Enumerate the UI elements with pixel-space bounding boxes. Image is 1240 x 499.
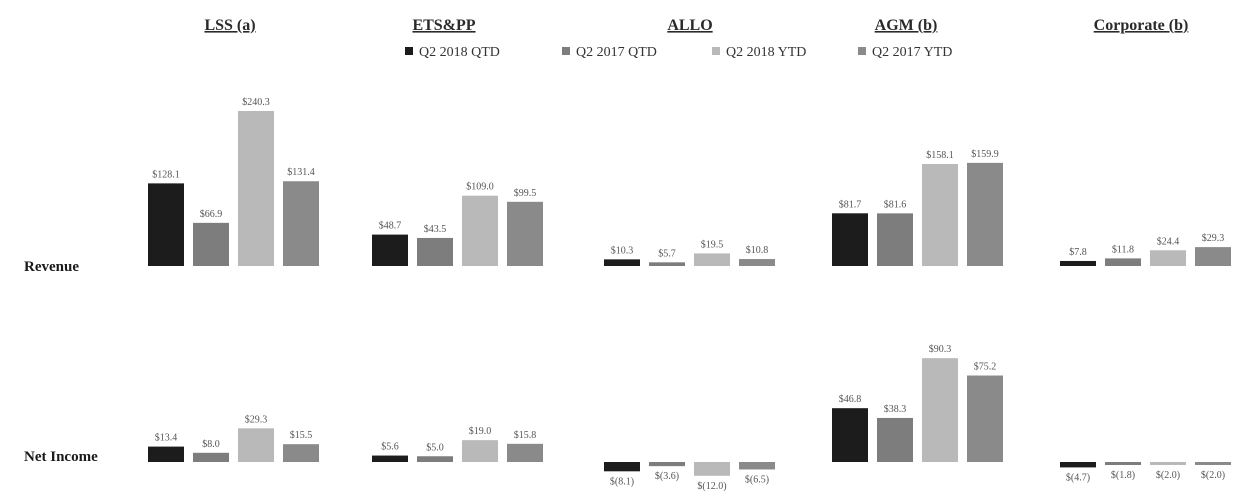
legend-label-2: Q2 2017 QTD bbox=[576, 45, 657, 60]
bar-net-income-lss-a-3 bbox=[238, 428, 274, 462]
bar-net-income-corporate-b-3 bbox=[1150, 462, 1186, 465]
segment-title-corporate-b: Corporate (b) bbox=[1094, 17, 1189, 34]
bar-net-income-agm-b-1 bbox=[832, 408, 868, 462]
data-label-revenue-allo-2: $5.7 bbox=[658, 248, 676, 259]
legend-swatch-1 bbox=[405, 47, 413, 55]
bar-revenue-agm-b-2 bbox=[877, 213, 913, 266]
bar-revenue-allo-1 bbox=[604, 259, 640, 266]
data-label-revenue-ets-pp-4: $99.5 bbox=[514, 188, 537, 199]
data-label-revenue-agm-b-2: $81.6 bbox=[884, 199, 907, 210]
data-label-net-income-ets-pp-2: $5.0 bbox=[426, 442, 444, 453]
bar-revenue-ets-pp-1 bbox=[372, 234, 408, 266]
bar-net-income-allo-1 bbox=[604, 462, 640, 472]
data-label-net-income-ets-pp-3: $19.0 bbox=[469, 426, 492, 437]
data-label-net-income-allo-1: $(8.1) bbox=[610, 476, 634, 487]
data-label-revenue-allo-1: $10.3 bbox=[611, 245, 634, 256]
segment-title-allo: ALLO bbox=[667, 17, 712, 34]
bar-net-income-agm-b-2 bbox=[877, 417, 913, 462]
data-label-net-income-corporate-b-1: $(4.7) bbox=[1066, 472, 1090, 483]
bar-net-income-ets-pp-1 bbox=[372, 455, 408, 462]
data-label-revenue-ets-pp-2: $43.5 bbox=[424, 224, 447, 235]
data-label-net-income-ets-pp-1: $5.6 bbox=[381, 442, 399, 453]
data-label-revenue-agm-b-4: $159.9 bbox=[971, 149, 999, 160]
bar-net-income-corporate-b-1 bbox=[1060, 462, 1096, 468]
data-label-revenue-corporate-b-3: $24.4 bbox=[1157, 236, 1180, 247]
bar-revenue-lss-a-4 bbox=[283, 181, 319, 266]
data-label-net-income-lss-a-3: $29.3 bbox=[245, 414, 268, 425]
data-label-revenue-ets-pp-1: $48.7 bbox=[379, 221, 402, 232]
data-label-revenue-corporate-b-2: $11.8 bbox=[1112, 244, 1134, 255]
data-label-net-income-lss-a-2: $8.0 bbox=[202, 439, 220, 450]
data-label-net-income-allo-2: $(3.6) bbox=[655, 471, 679, 482]
data-label-net-income-lss-a-4: $15.5 bbox=[290, 430, 313, 441]
data-label-net-income-ets-pp-4: $15.8 bbox=[514, 430, 537, 441]
bar-revenue-ets-pp-3 bbox=[462, 195, 498, 266]
bar-revenue-lss-a-2 bbox=[193, 222, 229, 266]
segment-title-agm-b: AGM (b) bbox=[875, 17, 938, 34]
legend-swatch-4 bbox=[858, 47, 866, 55]
bar-revenue-ets-pp-4 bbox=[507, 201, 543, 266]
data-label-revenue-lss-a-4: $131.4 bbox=[287, 167, 315, 178]
bar-net-income-lss-a-2 bbox=[193, 452, 229, 462]
data-label-net-income-agm-b-2: $38.3 bbox=[884, 404, 907, 415]
data-label-revenue-agm-b-1: $81.7 bbox=[839, 199, 862, 210]
bar-revenue-agm-b-3 bbox=[922, 164, 958, 266]
data-label-revenue-lss-a-2: $66.9 bbox=[200, 209, 223, 220]
segment-title-lss-a: LSS (a) bbox=[204, 17, 255, 34]
legend-swatch-3 bbox=[712, 47, 720, 55]
data-label-revenue-lss-a-1: $128.1 bbox=[152, 169, 180, 180]
data-label-net-income-corporate-b-4: $(2.0) bbox=[1201, 470, 1225, 481]
bar-net-income-ets-pp-4 bbox=[507, 443, 543, 462]
data-label-net-income-corporate-b-2: $(1.8) bbox=[1111, 470, 1135, 481]
bar-revenue-lss-a-1 bbox=[148, 183, 184, 266]
bar-revenue-agm-b-1 bbox=[832, 213, 868, 266]
bar-revenue-corporate-b-3 bbox=[1150, 250, 1186, 266]
bar-net-income-ets-pp-2 bbox=[417, 456, 453, 462]
data-label-revenue-agm-b-3: $158.1 bbox=[926, 150, 954, 161]
bar-net-income-corporate-b-4 bbox=[1195, 462, 1231, 465]
bar-revenue-corporate-b-1 bbox=[1060, 260, 1096, 266]
data-label-net-income-agm-b-3: $90.3 bbox=[929, 344, 952, 355]
data-label-revenue-allo-3: $19.5 bbox=[701, 239, 724, 250]
bar-net-income-allo-4 bbox=[739, 462, 775, 470]
bar-net-income-lss-a-4 bbox=[283, 444, 319, 462]
bar-revenue-ets-pp-2 bbox=[417, 237, 453, 266]
segment-title-ets-pp: ETS&PP bbox=[412, 17, 475, 34]
row-label-revenue: Revenue bbox=[24, 259, 79, 275]
bar-net-income-allo-2 bbox=[649, 462, 685, 467]
bar-net-income-ets-pp-3 bbox=[462, 440, 498, 462]
bar-net-income-agm-b-4 bbox=[967, 375, 1003, 462]
bar-revenue-allo-4 bbox=[739, 259, 775, 266]
data-label-net-income-allo-4: $(6.5) bbox=[745, 474, 769, 485]
legend-swatch-2 bbox=[562, 47, 570, 55]
legend-label-1: Q2 2018 QTD bbox=[419, 45, 500, 60]
data-label-net-income-agm-b-1: $46.8 bbox=[839, 394, 862, 405]
data-label-revenue-lss-a-3: $240.3 bbox=[242, 97, 270, 108]
row-label-net-income: Net Income bbox=[24, 449, 98, 465]
bar-revenue-corporate-b-4 bbox=[1195, 247, 1231, 266]
data-label-revenue-allo-4: $10.8 bbox=[746, 245, 769, 256]
data-label-net-income-lss-a-1: $13.4 bbox=[155, 433, 178, 444]
bar-revenue-lss-a-3 bbox=[238, 111, 274, 266]
bar-net-income-allo-3 bbox=[694, 462, 730, 476]
data-label-net-income-corporate-b-3: $(2.0) bbox=[1156, 470, 1180, 481]
data-label-net-income-allo-3: $(12.0) bbox=[697, 481, 726, 492]
bar-net-income-lss-a-1 bbox=[148, 446, 184, 462]
bar-revenue-agm-b-4 bbox=[967, 162, 1003, 266]
bar-revenue-corporate-b-2 bbox=[1105, 258, 1141, 266]
data-label-revenue-ets-pp-3: $109.0 bbox=[466, 182, 494, 193]
bar-net-income-agm-b-3 bbox=[922, 358, 958, 462]
legend-label-3: Q2 2018 YTD bbox=[726, 45, 806, 60]
bar-net-income-corporate-b-2 bbox=[1105, 462, 1141, 465]
data-label-revenue-corporate-b-4: $29.3 bbox=[1202, 233, 1225, 244]
bar-revenue-allo-2 bbox=[649, 262, 685, 266]
data-label-revenue-corporate-b-1: $7.8 bbox=[1069, 247, 1087, 258]
bar-revenue-allo-3 bbox=[694, 253, 730, 266]
data-label-net-income-agm-b-4: $75.2 bbox=[974, 362, 997, 373]
legend-label-4: Q2 2017 YTD bbox=[872, 45, 952, 60]
